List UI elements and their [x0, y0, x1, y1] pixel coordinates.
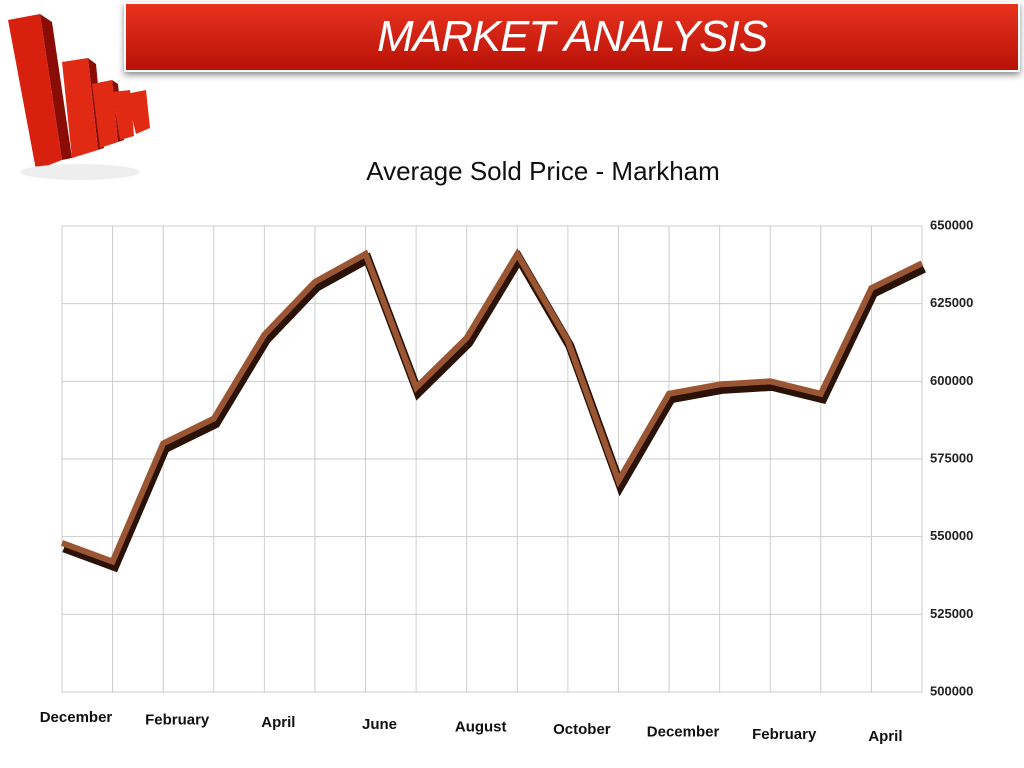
- bar-icon: [8, 14, 150, 180]
- x-tick-label: August: [455, 719, 507, 736]
- y-tick-label: 550000: [930, 528, 973, 543]
- x-tick-label: December: [647, 723, 720, 740]
- chart-title: Average Sold Price - Markham: [366, 156, 720, 186]
- y-tick-label: 600000: [930, 373, 973, 388]
- x-tick-label: October: [553, 721, 611, 738]
- y-tick-label: 625000: [930, 295, 973, 310]
- y-tick-label: 525000: [930, 606, 973, 621]
- x-tick-label: December: [40, 709, 113, 726]
- line-shadow: [62, 250, 926, 573]
- x-tick-label: April: [868, 728, 902, 745]
- x-tick-label: April: [261, 714, 295, 731]
- slide-title: MARKET ANALYSIS: [376, 12, 768, 61]
- data-line: [60, 248, 924, 566]
- y-tick-label: 650000: [930, 217, 973, 232]
- title-banner: MARKET ANALYSIS: [124, 2, 1020, 72]
- x-tick-label: February: [752, 726, 817, 743]
- y-tick-label: 575000: [930, 450, 973, 465]
- x-tick-label: June: [362, 716, 397, 733]
- x-tick-label: February: [145, 711, 210, 728]
- y-tick-label: 500000: [930, 683, 973, 698]
